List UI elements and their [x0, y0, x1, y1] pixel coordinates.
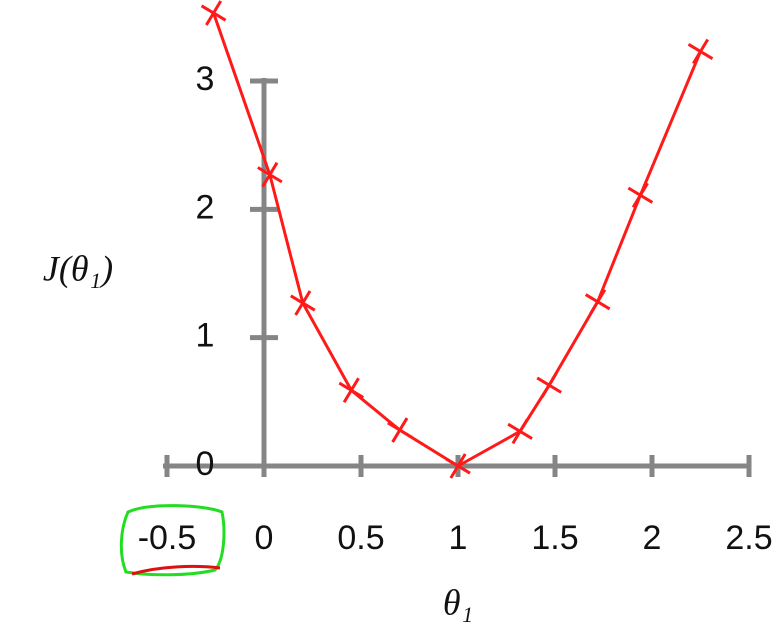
point-marker: [536, 372, 562, 398]
point-marker: [257, 161, 283, 188]
x-axis-label: θ₁: [443, 582, 473, 622]
y-tick-label: 2: [196, 188, 215, 226]
point-marker: [445, 453, 471, 479]
y-tick-label: 0: [196, 445, 215, 483]
x-tick-label: 1: [449, 519, 468, 557]
highlight-box: [119, 504, 226, 577]
x-tick-label: 0: [255, 519, 274, 557]
point-marker: [338, 377, 365, 404]
x-tick-label: -0.5: [138, 519, 197, 557]
point-marker: [200, 0, 227, 26]
point-marker: [507, 418, 533, 445]
point-marker: [387, 417, 413, 443]
underline: [131, 564, 221, 576]
point-marker: [687, 38, 714, 65]
point-marker: [290, 290, 316, 316]
x-tick-label: 2.5: [725, 519, 772, 557]
y-tick-label: 1: [196, 317, 215, 355]
curve: [212, 12, 702, 468]
point-marker: [584, 288, 611, 315]
x-tick-label: 1.5: [531, 519, 578, 557]
x-tick-label: 2: [643, 519, 662, 557]
y-axis-label: J(θ₁): [43, 248, 113, 288]
y-tick-label: 3: [196, 60, 215, 98]
x-tick-label: 0.5: [337, 519, 384, 557]
point-marker: [627, 182, 654, 208]
